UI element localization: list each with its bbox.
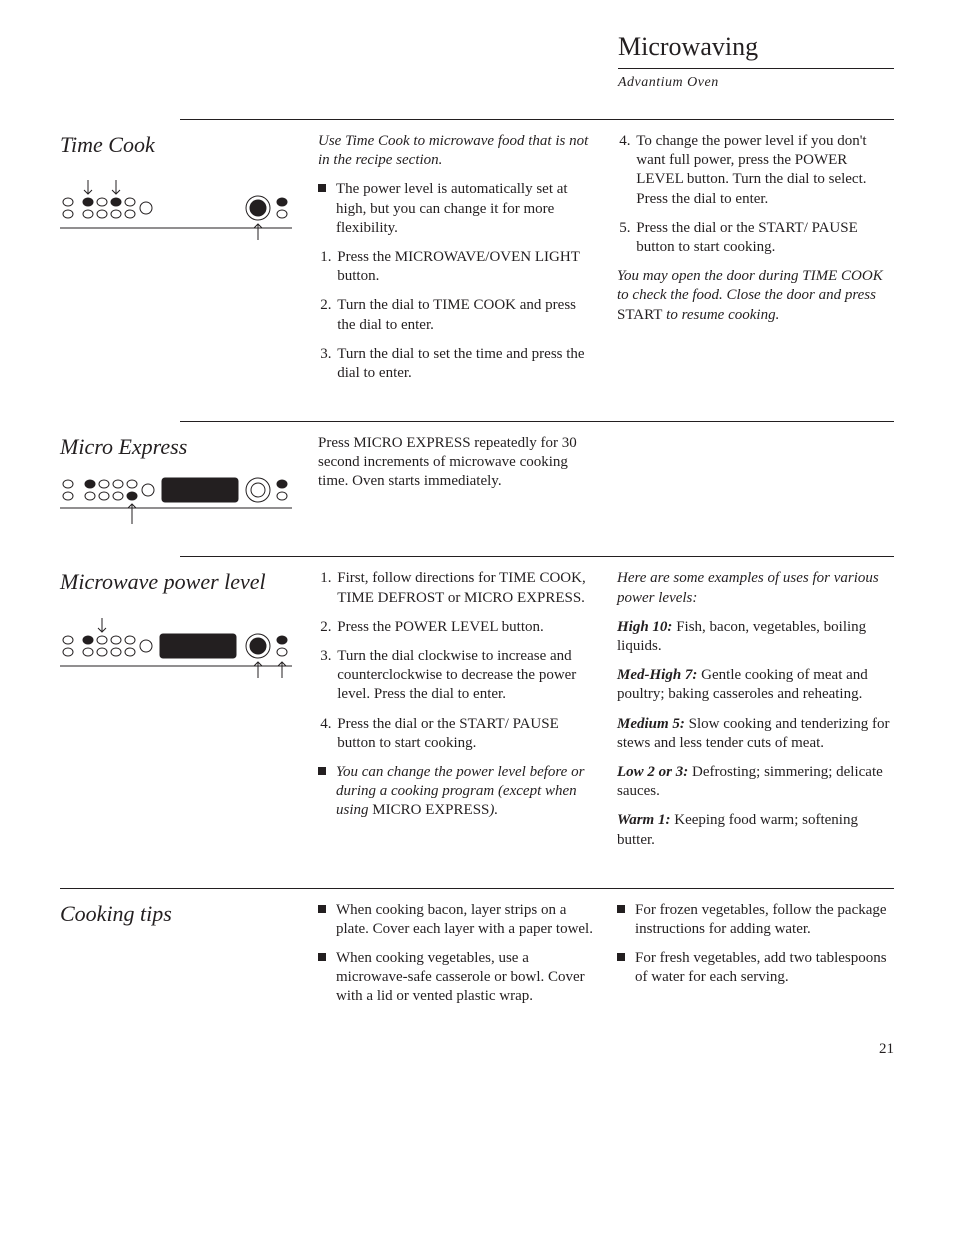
power-step-3: Turn the dial clockwise to increase and … [335, 647, 595, 705]
page-number: 21 [60, 1041, 894, 1058]
time-cook-step-4: To change the power level if you don't w… [634, 132, 894, 209]
tip-2: When cooking vegetables, use a microwave… [318, 949, 595, 1007]
time-cook-note-b: START [617, 307, 662, 323]
section-power-level: Microwave power level [60, 556, 894, 859]
section-rule [180, 119, 894, 120]
tip-4: For fresh vegetables, add two tablespoon… [617, 949, 894, 987]
section-rule [180, 421, 894, 422]
time-cook-step-3: Turn the dial to set the time and press … [335, 345, 595, 383]
time-cook-note: You may open the door during TIME COOK t… [617, 267, 894, 325]
ex-high-label: High 10: [617, 619, 672, 635]
cooking-tips-heading: Cooking tips [60, 901, 300, 927]
section-micro-express: Micro Express [60, 421, 894, 528]
power-level-heading: Microwave power level [60, 569, 300, 595]
examples-intro: Here are some examples of uses for vario… [617, 569, 894, 607]
time-cook-bullet: The power level is automatically set at … [318, 180, 595, 238]
control-panel-illustration [60, 610, 300, 680]
time-cook-step-1: Press the MICROWAVE/OVEN LIGHT button. [335, 248, 595, 286]
ex-mh-label: Med-High 7: [617, 667, 697, 683]
header-subtitle: Advantium Oven [618, 75, 894, 91]
section-time-cook: Time Cook [60, 119, 894, 393]
time-cook-intro: Use Time Cook to microwave food that is … [318, 132, 595, 170]
power-bullet-c: ). [489, 802, 498, 818]
page-header: Microwaving Advantium Oven [618, 32, 894, 91]
ex-warm-label: Warm 1: [617, 812, 670, 828]
time-cook-step-5: Press the dial or the START/ PAUSE butto… [634, 219, 894, 257]
section-rule [180, 556, 894, 557]
example-medium: Medium 5: Slow cooking and tenderizing f… [617, 715, 894, 753]
time-cook-heading: Time Cook [60, 132, 300, 158]
power-bullet-b: MICRO EXPRESS [372, 802, 489, 818]
example-low: Low 2 or 3: Defrosting; simmering; delic… [617, 763, 894, 801]
power-bullet: You can change the power level before or… [318, 763, 595, 821]
section-cooking-tips: Cooking tips When cooking bacon, layer s… [60, 888, 894, 1017]
tip-1: When cooking bacon, layer strips on a pl… [318, 901, 595, 939]
power-step-4: Press the dial or the START/ PAUSE butto… [335, 715, 595, 753]
ex-low-label: Low 2 or 3: [617, 764, 688, 780]
example-high: High 10: Fish, bacon, vegetables, boilin… [617, 618, 894, 656]
micro-express-text: Press MICRO EXPRESS repeatedly for 30 se… [318, 434, 595, 492]
time-cook-step-2: Turn the dial to TIME COOK and press the… [335, 296, 595, 334]
power-step-2: Press the POWER LEVEL button. [335, 618, 595, 637]
header-title: Microwaving [618, 32, 894, 62]
tip-3: For frozen vegetables, follow the packag… [617, 901, 894, 939]
header-rule [618, 68, 894, 69]
control-panel-illustration [60, 474, 300, 528]
micro-express-heading: Micro Express [60, 434, 300, 460]
example-med-high: Med-High 7: Gentle cooking of meat and p… [617, 666, 894, 704]
time-cook-note-c: to resume cooking. [662, 307, 779, 323]
time-cook-note-a: You may open the door during TIME COOK t… [617, 268, 883, 303]
example-warm: Warm 1: Keeping food warm; softening but… [617, 811, 894, 849]
power-step-1: First, follow directions for TIME COOK, … [335, 569, 595, 607]
ex-med-label: Medium 5: [617, 716, 685, 732]
control-panel-illustration [60, 172, 300, 242]
section-rule [60, 888, 894, 889]
